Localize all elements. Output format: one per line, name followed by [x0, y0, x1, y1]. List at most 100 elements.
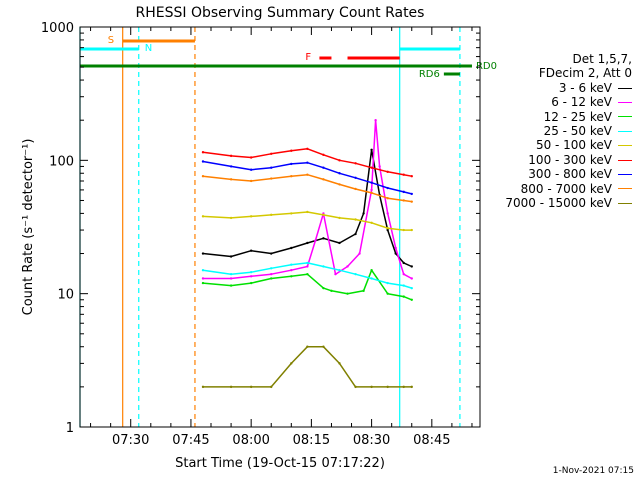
data-point: [201, 175, 205, 178]
flare-flag-label: F: [305, 52, 311, 63]
data-point: [270, 152, 273, 155]
data-point: [290, 275, 293, 278]
data-point: [386, 385, 389, 389]
data-point: [402, 199, 405, 202]
data-point: [358, 252, 361, 255]
data-point: [229, 255, 233, 258]
rd0-flag-label: RD0: [476, 61, 497, 72]
data-point: [370, 166, 373, 169]
data-point: [410, 192, 413, 196]
data-point: [370, 277, 373, 280]
legend-entry: 12 - 25 keV: [472, 110, 632, 124]
legend-header-line-1: Det 1,5,7,: [572, 52, 633, 66]
data-point: [270, 252, 273, 255]
flag-bars: S N F RD0 RD6: [80, 35, 497, 80]
legend-header-line-2: FDecim 2, Att 0: [538, 66, 632, 81]
series-layer: [201, 118, 413, 389]
data-point: [346, 292, 349, 295]
data-point: [306, 210, 309, 214]
y-axis-label: Count Rate (s⁻¹ detector⁻¹): [21, 139, 36, 316]
data-point: [306, 173, 309, 176]
legend-entry-label: 25 - 50 keV: [543, 124, 612, 139]
legend-entry: 7000 - 15000 keV: [472, 196, 632, 210]
legend-entry-label: 3 - 6 keV: [558, 80, 612, 95]
data-point: [322, 213, 325, 217]
data-point: [402, 228, 405, 232]
data-point: [338, 183, 341, 186]
y-tick-label: 10: [57, 288, 74, 303]
axes: 1 10 100 1000 07:30 07:45 08:00 08:15 08:30 08:45: [41, 21, 480, 448]
data-point: [229, 165, 233, 168]
data-point: [394, 252, 397, 255]
data-point: [249, 281, 253, 285]
data-point: [402, 272, 405, 276]
data-point: [201, 252, 205, 255]
data-point: [370, 268, 373, 272]
chart-title: RHESSI Observing Summary Count Rates: [136, 5, 425, 21]
series-line: [202, 149, 413, 268]
data-point: [249, 168, 253, 171]
data-point: [290, 246, 293, 250]
data-point: [201, 281, 205, 285]
data-point: [322, 345, 325, 348]
data-point: [314, 239, 317, 242]
data-point: [370, 221, 373, 225]
data-point: [402, 173, 405, 176]
data-point: [270, 166, 273, 169]
legend-entry-label: 7000 - 15000 keV: [505, 196, 612, 211]
data-point: [322, 178, 325, 181]
data-point: [410, 265, 413, 268]
x-tick-label: 08:30: [353, 433, 390, 448]
data-point: [290, 268, 293, 272]
data-point: [386, 170, 389, 174]
data-point: [410, 286, 413, 290]
legend-entry-label: 50 - 100 keV: [535, 138, 612, 153]
legend-entry-label: 300 - 800 keV: [528, 167, 612, 182]
data-point: [270, 213, 273, 217]
plot-frame: [79, 26, 481, 428]
data-point: [290, 175, 293, 178]
data-point: [370, 191, 373, 195]
legend-swatch: [618, 101, 632, 103]
data-point: [249, 385, 253, 389]
data-point: [370, 385, 373, 389]
legend-entry: 300 - 800 keV: [472, 167, 632, 181]
legend-entry: 25 - 50 keV: [472, 124, 632, 138]
data-point: [370, 188, 373, 192]
data-point: [249, 275, 253, 278]
legend-swatch: [618, 173, 632, 175]
data-point: [370, 181, 373, 184]
data-point: [306, 161, 309, 164]
data-point: [270, 177, 273, 180]
data-point: [229, 284, 233, 287]
legend-entry-label: 100 - 300 keV: [528, 152, 612, 167]
data-point: [402, 284, 405, 287]
data-point: [386, 212, 389, 215]
saa-flag-label: S: [108, 35, 114, 46]
data-point: [410, 175, 413, 178]
data-point: [334, 272, 337, 276]
data-point: [201, 160, 205, 163]
data-point: [249, 156, 253, 159]
data-point: [229, 277, 233, 280]
data-point: [386, 196, 389, 200]
data-point: [402, 295, 405, 298]
data-point: [249, 270, 253, 274]
data-point: [362, 289, 365, 293]
data-point: [374, 118, 377, 122]
data-point: [290, 263, 293, 266]
data-point: [322, 153, 325, 157]
data-point: [338, 268, 341, 272]
data-point: [306, 345, 309, 348]
data-point: [229, 385, 233, 389]
x-tick-label: 07:45: [172, 433, 209, 448]
data-point: [410, 298, 413, 301]
legend-entries: 3 - 6 keV 6 - 12 keV 12 - 25 keV 25 - 50 ke…: [472, 81, 632, 211]
data-point: [322, 265, 325, 268]
data-point: [410, 385, 413, 389]
legend-entry-label: 12 - 25 keV: [543, 109, 612, 124]
data-point: [410, 228, 413, 232]
data-point: [270, 277, 273, 280]
data-point: [201, 151, 205, 154]
